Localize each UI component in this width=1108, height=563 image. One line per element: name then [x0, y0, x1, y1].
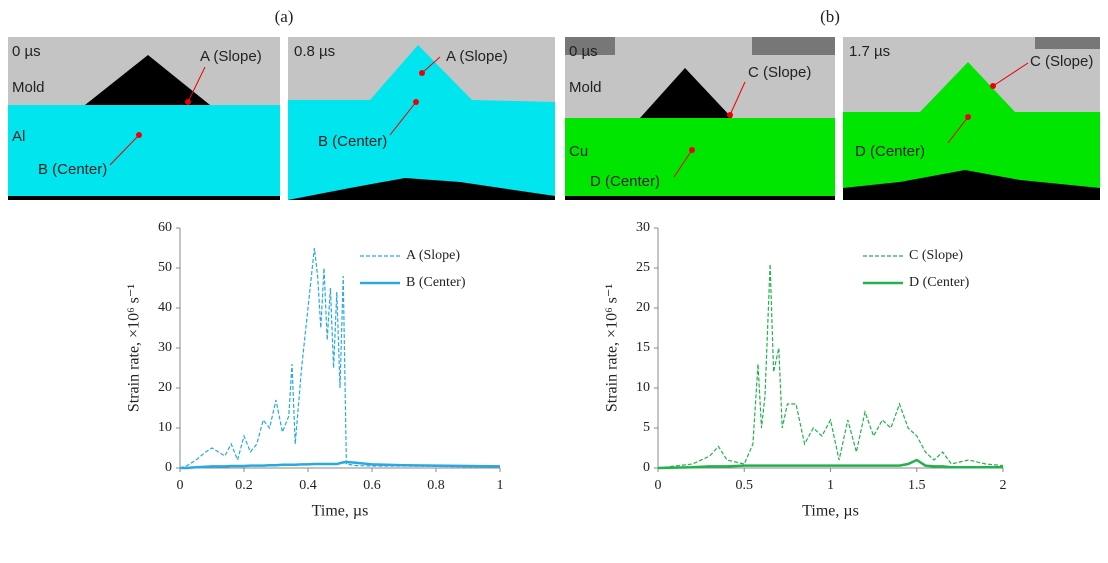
x-tick-label: 0	[177, 478, 184, 493]
data-line	[179, 247, 500, 469]
x-axis-label: Time, µs	[312, 503, 369, 520]
snapshot: 1.7 µs C (Slope) D (Center)	[843, 37, 1100, 200]
region-label: Cu	[569, 143, 588, 160]
point-label: B (Center)	[318, 133, 387, 150]
y-tick-label: 0	[165, 460, 172, 475]
time-label: 0.8 µs	[294, 43, 335, 60]
y-tick-label: 40	[158, 300, 172, 315]
point-label: D (Center)	[855, 143, 925, 160]
time-label: 0 µs	[12, 43, 41, 60]
y-tick-label: 60	[158, 220, 172, 235]
y-tick-label: 25	[636, 260, 650, 275]
y-tick-label: 30	[636, 220, 650, 235]
data-line	[180, 460, 501, 470]
point-label: A (Slope)	[200, 48, 262, 65]
snapshot: 0.8 µs A (Slope) B (Center)	[288, 37, 555, 200]
legend-label: D (Center)	[909, 275, 970, 290]
panel-label: (a)	[275, 7, 294, 26]
x-tick-label: 0.2	[235, 478, 253, 493]
y-tick-label: 10	[636, 380, 650, 395]
region-label: Al	[12, 128, 25, 145]
x-tick-label: 0.8	[427, 478, 445, 493]
data-line	[657, 263, 1004, 469]
x-tick-label: 2	[1000, 478, 1007, 493]
region-label: Mold	[12, 79, 45, 96]
x-tick-label: 0	[655, 478, 662, 493]
x-tick-label: 1.5	[908, 478, 926, 493]
y-tick-label: 50	[158, 260, 172, 275]
point-label: A (Slope)	[446, 48, 508, 65]
legend-label: A (Slope)	[406, 248, 460, 263]
point-label: D (Center)	[590, 173, 660, 190]
time-label: 1.7 µs	[849, 43, 890, 60]
x-tick-label: 0.4	[299, 478, 317, 493]
x-tick-label: 1	[827, 478, 834, 493]
region-label: Mold	[569, 79, 602, 96]
panel-label: (b)	[820, 7, 840, 26]
y-tick-label: 10	[158, 420, 172, 435]
legend-label: C (Slope)	[909, 248, 963, 263]
legend-label: B (Center)	[406, 275, 466, 290]
x-tick-label: 0.6	[363, 478, 381, 493]
y-axis-label: Strain rate, ×10⁶ s⁻¹	[604, 284, 621, 412]
data-line	[657, 458, 1003, 470]
point-label: B (Center)	[38, 161, 107, 178]
y-tick-label: 30	[158, 340, 172, 355]
snapshot: 0 µs Mold Al A (Slope) B (Center)	[8, 37, 280, 200]
x-axis-label: Time, µs	[802, 503, 859, 520]
x-tick-label: 0.5	[736, 478, 754, 493]
y-tick-label: 15	[636, 340, 650, 355]
point-label: C (Slope)	[748, 64, 811, 81]
y-tick-label: 0	[643, 460, 650, 475]
point-label: C (Slope)	[1030, 53, 1093, 70]
y-axis-label: Strain rate, ×10⁶ s⁻¹	[126, 284, 143, 412]
y-tick-label: 20	[158, 380, 172, 395]
snapshot: 0 µs Mold Cu C (Slope) D (Center)	[565, 37, 835, 200]
x-tick-label: 1	[497, 478, 504, 493]
y-tick-label: 5	[643, 420, 650, 435]
y-tick-label: 20	[636, 300, 650, 315]
time-label: 0 µs	[569, 43, 598, 60]
